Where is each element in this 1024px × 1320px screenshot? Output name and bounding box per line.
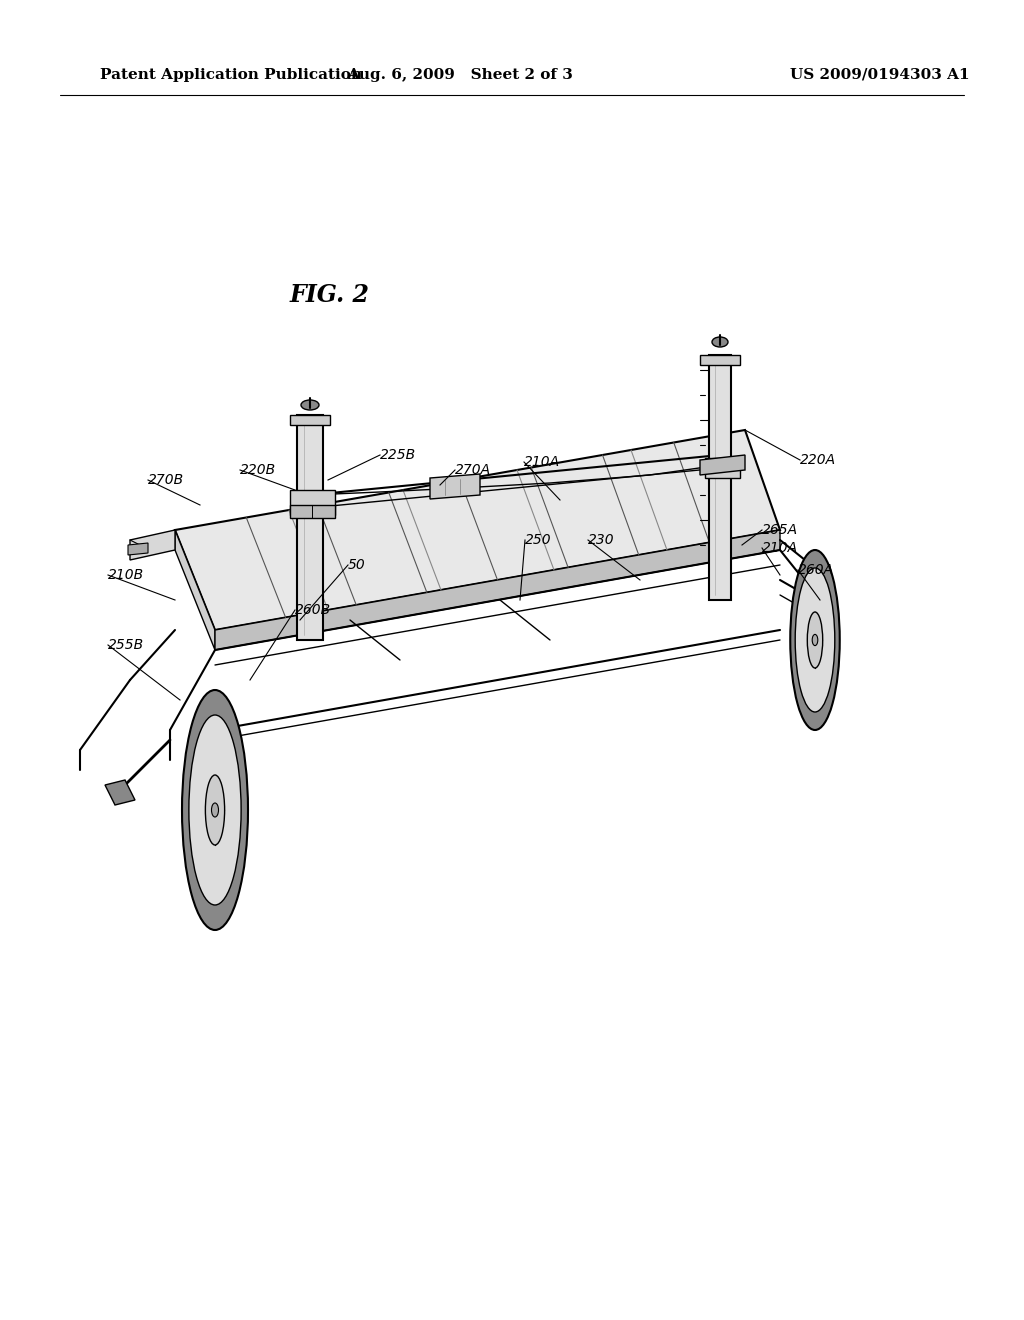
Ellipse shape [188,715,241,906]
Polygon shape [705,458,740,478]
Polygon shape [700,455,745,475]
Polygon shape [290,414,330,425]
Ellipse shape [212,803,218,817]
Text: Aug. 6, 2009   Sheet 2 of 3: Aug. 6, 2009 Sheet 2 of 3 [347,69,573,82]
Text: 265A: 265A [762,523,798,537]
Text: 210A: 210A [762,541,798,554]
Polygon shape [130,531,175,560]
Text: 255B: 255B [108,638,144,652]
Polygon shape [297,414,323,640]
Ellipse shape [206,775,224,845]
Text: 230: 230 [588,533,614,546]
Ellipse shape [791,550,840,730]
Text: 250: 250 [525,533,552,546]
Text: 210B: 210B [108,568,144,582]
Polygon shape [700,355,740,366]
Text: 210A: 210A [524,455,560,469]
Text: 260B: 260B [295,603,331,616]
Text: 220B: 220B [240,463,276,477]
Polygon shape [430,474,480,499]
Polygon shape [709,355,731,601]
Text: 260A: 260A [798,564,835,577]
Text: US 2009/0194303 A1: US 2009/0194303 A1 [790,69,970,82]
Text: 225B: 225B [380,447,416,462]
Polygon shape [215,531,780,649]
Ellipse shape [712,337,728,347]
Text: 50: 50 [348,558,366,572]
Text: Patent Application Publication: Patent Application Publication [100,69,362,82]
Ellipse shape [812,635,818,645]
Polygon shape [175,531,215,649]
Ellipse shape [807,612,822,668]
Text: 220A: 220A [800,453,837,467]
Polygon shape [105,780,135,805]
Polygon shape [290,506,335,517]
Ellipse shape [182,690,248,931]
Polygon shape [128,543,148,554]
Ellipse shape [301,400,319,411]
Text: 270B: 270B [148,473,184,487]
Text: FIG. 2: FIG. 2 [290,282,370,308]
Ellipse shape [796,568,835,711]
Polygon shape [290,490,335,515]
Polygon shape [175,430,780,630]
Text: 270A: 270A [455,463,492,477]
